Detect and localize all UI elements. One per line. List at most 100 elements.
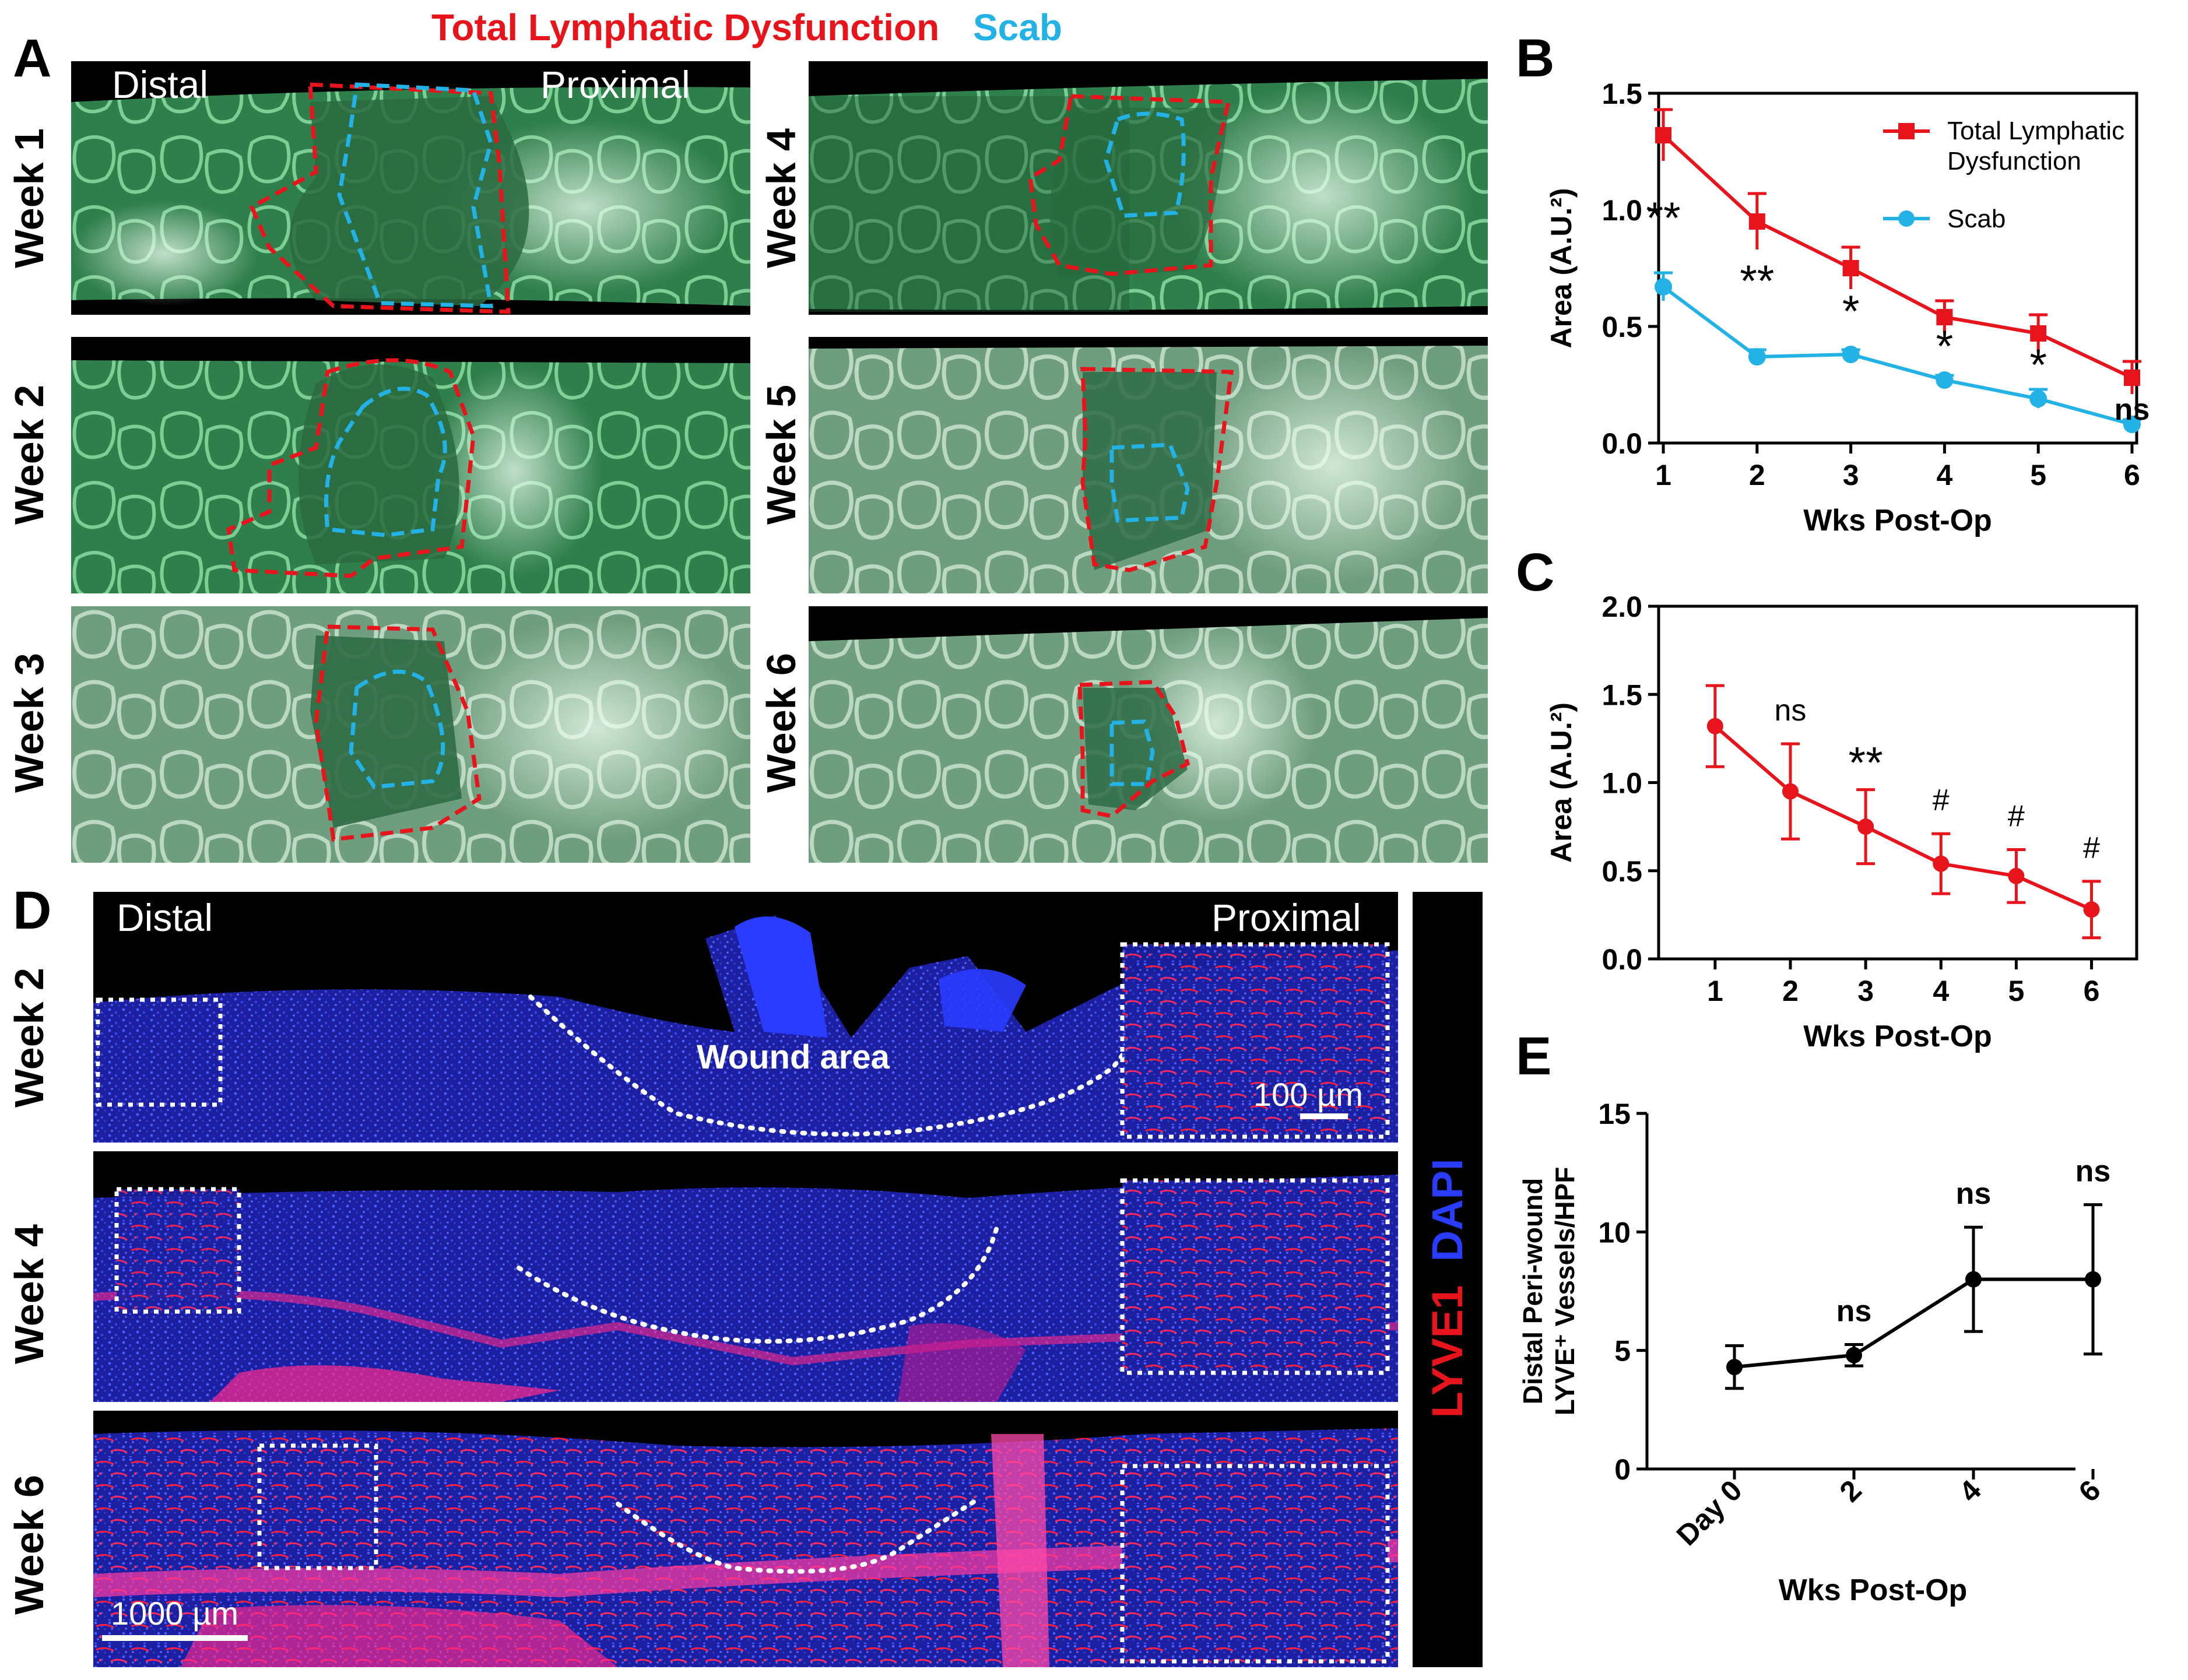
panel-e-chart: 0 5 10 15 Day 0 2 4 6 Wks Post-Op Distal Peri-wou… xyxy=(1518,1098,2111,1607)
data-point xyxy=(1655,127,1672,143)
data-point xyxy=(1655,278,1673,296)
x-tick-label: 3 xyxy=(1857,975,1874,1007)
y-tick-label: 0.0 xyxy=(1602,943,1642,976)
y-axis-label: Area (A.U.²) xyxy=(1545,702,1578,863)
series-line xyxy=(1662,285,2133,426)
panel-a-week2-image xyxy=(71,337,750,593)
stain-lyve1-label: LYVE1 xyxy=(1423,1285,1471,1418)
panel-label-a: A xyxy=(13,29,52,88)
significance-label: ** xyxy=(1646,194,1680,243)
data-point xyxy=(1846,1347,1862,1363)
data-point xyxy=(2123,416,2141,433)
data-point xyxy=(2085,1271,2101,1288)
y-tick-label: 1.5 xyxy=(1602,679,1642,711)
x-tick-label: 5 xyxy=(2008,975,2024,1007)
x-tick-label: 4 xyxy=(1936,459,1952,491)
data-point xyxy=(1933,855,1950,872)
panel-a-week1-image: Distal Proximal xyxy=(71,61,750,315)
panel-b-chart: 0.0 0.5 1.0 1.5 1 2 3 4 5 6 Wks Post-Op Area (A.U.²… xyxy=(1545,78,2150,537)
significance-label: ** xyxy=(1740,256,1774,306)
panel-d-week2-image: Distal Proximal Wound area 100 µm xyxy=(93,892,1398,1143)
y-tick-label: 1.0 xyxy=(1602,194,1642,227)
x-tick-label: 5 xyxy=(2030,459,2046,491)
data-point xyxy=(1748,348,1766,365)
data-point xyxy=(1842,346,1860,363)
panel-label-b: B xyxy=(1516,29,1555,88)
panel-c-chart: 0.0 0.5 1.0 1.5 2.0 1 2 3 4 5 6 Wks Post-Op Area (A.… xyxy=(1545,591,2138,1053)
x-tick-label: 6 xyxy=(2084,975,2100,1007)
data-point xyxy=(1782,783,1799,800)
y-axis-label: Area (A.U.²) xyxy=(1545,188,1578,348)
significance-label: # xyxy=(1933,783,1950,817)
panel-a-week6-label: Week 6 xyxy=(758,653,804,793)
data-point xyxy=(1936,309,1953,325)
significance-label: ns xyxy=(1956,1177,1992,1211)
y-tick-label: 0 xyxy=(1614,1453,1631,1486)
y-tick-label: 1.5 xyxy=(1602,78,1642,110)
series-line xyxy=(1734,1277,2093,1369)
x-tick-label: 4 xyxy=(1933,975,1949,1007)
panel-d-stain-bar: LYVE1 DAPI xyxy=(1413,892,1483,1667)
significance-label: ns xyxy=(1775,694,1807,727)
panel-label-e: E xyxy=(1516,1027,1552,1086)
data-point xyxy=(1936,371,1954,389)
x-axis-label: Wks Post-Op xyxy=(1779,1573,1968,1607)
top-legend: Total Lymphatic Dysfunction Scab xyxy=(431,6,1062,49)
y-tick-label: 1.0 xyxy=(1602,767,1642,800)
legend-label: Dysfunction xyxy=(1947,147,2081,175)
panel-d-week4-image xyxy=(93,1151,1398,1402)
panel-a-week5-image xyxy=(809,337,1488,593)
series-line xyxy=(1662,133,2133,379)
x-tick-label: 1 xyxy=(1655,459,1671,491)
panel-label-c: C xyxy=(1516,543,1555,602)
legend-label: Scab xyxy=(1947,205,2006,233)
significance-label: ns xyxy=(2115,393,2150,427)
data-point xyxy=(2030,325,2047,342)
data-point xyxy=(2083,901,2100,918)
y-tick-label: 5 xyxy=(1614,1335,1631,1368)
data-point xyxy=(1857,818,1874,835)
y-tick-label: 0.0 xyxy=(1602,427,1642,460)
panel-d-distal-label: Distal xyxy=(117,896,213,939)
series-line xyxy=(1713,725,2092,912)
panel-a-week4-label: Week 4 xyxy=(758,128,804,268)
legend-tld-label: Total Lymphatic Dysfunction xyxy=(431,6,940,48)
data-point xyxy=(1726,1359,1743,1376)
x-axis-label: Wks Post-Op xyxy=(1803,1020,1992,1053)
plot-frame xyxy=(1657,92,2138,445)
x-tick-label: 2 xyxy=(1749,459,1765,491)
panel-d-week6-image: 1000 µm xyxy=(93,1411,1398,1667)
panel-a-week1-label: Week 1 xyxy=(6,128,52,268)
x-tick-label: Day 0 xyxy=(1670,1474,1748,1552)
significance-label: * xyxy=(1936,322,1954,371)
panel-a-week6-image xyxy=(809,606,1488,863)
significance-label: ns xyxy=(2075,1155,2111,1189)
data-point xyxy=(2008,867,2025,884)
x-axis-label: Wks Post-Op xyxy=(1803,504,1992,537)
panel-a-week5-label: Week 5 xyxy=(758,385,804,525)
significance-label: ns xyxy=(1836,1295,1872,1328)
panel-a-week4-image xyxy=(809,61,1488,315)
y-tick-label: 2.0 xyxy=(1602,591,1642,623)
panel-d-stain-legend: LYVE1 DAPI xyxy=(1413,927,1483,1650)
y-tick-label: 15 xyxy=(1598,1098,1631,1130)
data-point xyxy=(1748,213,1765,230)
data-point xyxy=(2123,370,2140,386)
legend-label: Total Lymphatic xyxy=(1947,117,2124,145)
panel-a-week3-label: Week 3 xyxy=(6,653,52,793)
plot-frame xyxy=(1657,604,2138,961)
significance-label: ** xyxy=(1849,739,1883,788)
panel-a-distal-label: Distal xyxy=(112,63,209,106)
panel-a-week2-label: Week 2 xyxy=(6,385,52,525)
data-point xyxy=(2029,390,2047,407)
panel-d-week2-label: Week 2 xyxy=(6,968,52,1108)
panel-d-week4-label: Week 4 xyxy=(6,1224,52,1364)
significance-label: * xyxy=(1842,287,1860,336)
x-tick-label: 2 xyxy=(1834,1474,1868,1508)
significance-label: * xyxy=(2029,340,2047,390)
x-tick-label: 1 xyxy=(1707,975,1723,1007)
legend-marker xyxy=(1898,210,1915,227)
data-point xyxy=(1706,718,1723,734)
y-axis-label-line2: LYVE⁺ Vessels/HPF xyxy=(1550,1167,1580,1416)
significance-label: # xyxy=(2083,831,2100,865)
